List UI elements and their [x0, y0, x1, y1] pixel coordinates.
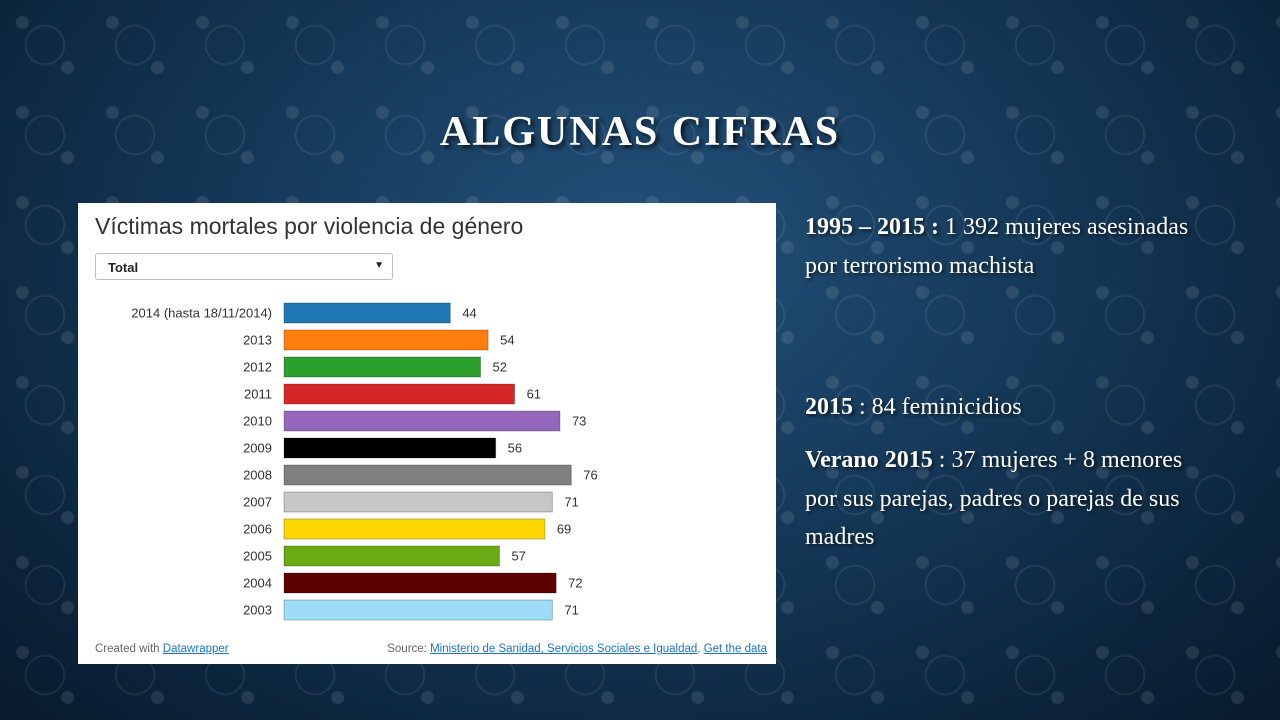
bar [283, 464, 572, 486]
bar [283, 437, 497, 459]
value-label: 69 [557, 522, 571, 537]
category-label: 2004 [243, 576, 272, 591]
get-data-link[interactable]: Get the data [703, 643, 767, 655]
category-label: 2011 [244, 387, 272, 402]
value-label: 73 [572, 414, 586, 429]
bar [283, 329, 489, 351]
source-link[interactable]: Ministerio de Sanidad, Servicios Sociale… [430, 643, 698, 655]
value-label: 52 [493, 360, 507, 375]
bar-chart: 2014 (hasta 18/11/2014) 44 2013 54 2012 52 201… [131, 302, 598, 621]
bar [283, 491, 553, 513]
fact-3: Verano 2015 : 37 mujeres + 8 menores por… [805, 441, 1205, 557]
category-label: 2009 [243, 441, 272, 456]
value-label: 71 [564, 603, 578, 618]
bar [283, 383, 516, 405]
value-label: 54 [500, 333, 514, 348]
category-label: 2005 [243, 549, 272, 564]
fact-3-bold: Verano 2015 [805, 447, 933, 473]
chevron-down-icon: ▼ [374, 260, 384, 271]
value-label: 71 [564, 495, 578, 510]
value-label: 61 [527, 387, 541, 402]
category-label: 2010 [243, 414, 272, 429]
fact-1-text: 1 392 mujeres asesinadas por terrorismo … [805, 214, 1189, 279]
category-label: 2012 [243, 360, 272, 375]
bar [283, 410, 561, 432]
chart-title: Víctimas mortales por violencia de géner… [95, 213, 524, 239]
filter-dropdown[interactable]: Total ▼ [95, 253, 393, 280]
chart-panel: Víctimas mortales por violencia de géner… [78, 203, 776, 664]
fact-2-bold: 2015 [805, 394, 853, 420]
created-with-label: Created with [95, 643, 160, 655]
source-label: Source: [387, 643, 427, 655]
datawrapper-link[interactable]: Datawrapper [162, 643, 229, 655]
category-label: 2008 [243, 468, 272, 483]
bar [283, 518, 546, 540]
category-label: 2007 [243, 495, 272, 510]
footer-separator: , [697, 643, 701, 655]
filter-dropdown-value: Total [108, 260, 139, 275]
fact-2: 2015 : 84 feminicidios [805, 388, 1205, 427]
category-label: 2003 [243, 603, 272, 618]
bar [283, 599, 553, 621]
bar [283, 545, 500, 567]
value-label: 57 [511, 549, 525, 564]
category-label: 2006 [243, 522, 272, 537]
bar [283, 302, 451, 324]
fact-3-text: : 37 mujeres + 8 menores por sus parejas… [805, 447, 1183, 550]
slide-title: ALGUNAS CIFRAS [439, 109, 841, 155]
value-label: 76 [583, 468, 597, 483]
bar [283, 356, 482, 378]
value-label: 72 [568, 576, 582, 591]
category-label: 2013 [243, 333, 272, 348]
fact-2-text: : 84 feminicidios [853, 394, 1022, 420]
category-label: 2014 (hasta 18/11/2014) [131, 306, 272, 321]
value-label: 56 [508, 441, 522, 456]
fact-1-bold: 1995 – 2015 : [805, 214, 939, 240]
bar [283, 572, 557, 594]
fact-1: 1995 – 2015 : 1 392 mujeres asesinadas p… [805, 208, 1205, 285]
value-label: 44 [462, 306, 476, 321]
